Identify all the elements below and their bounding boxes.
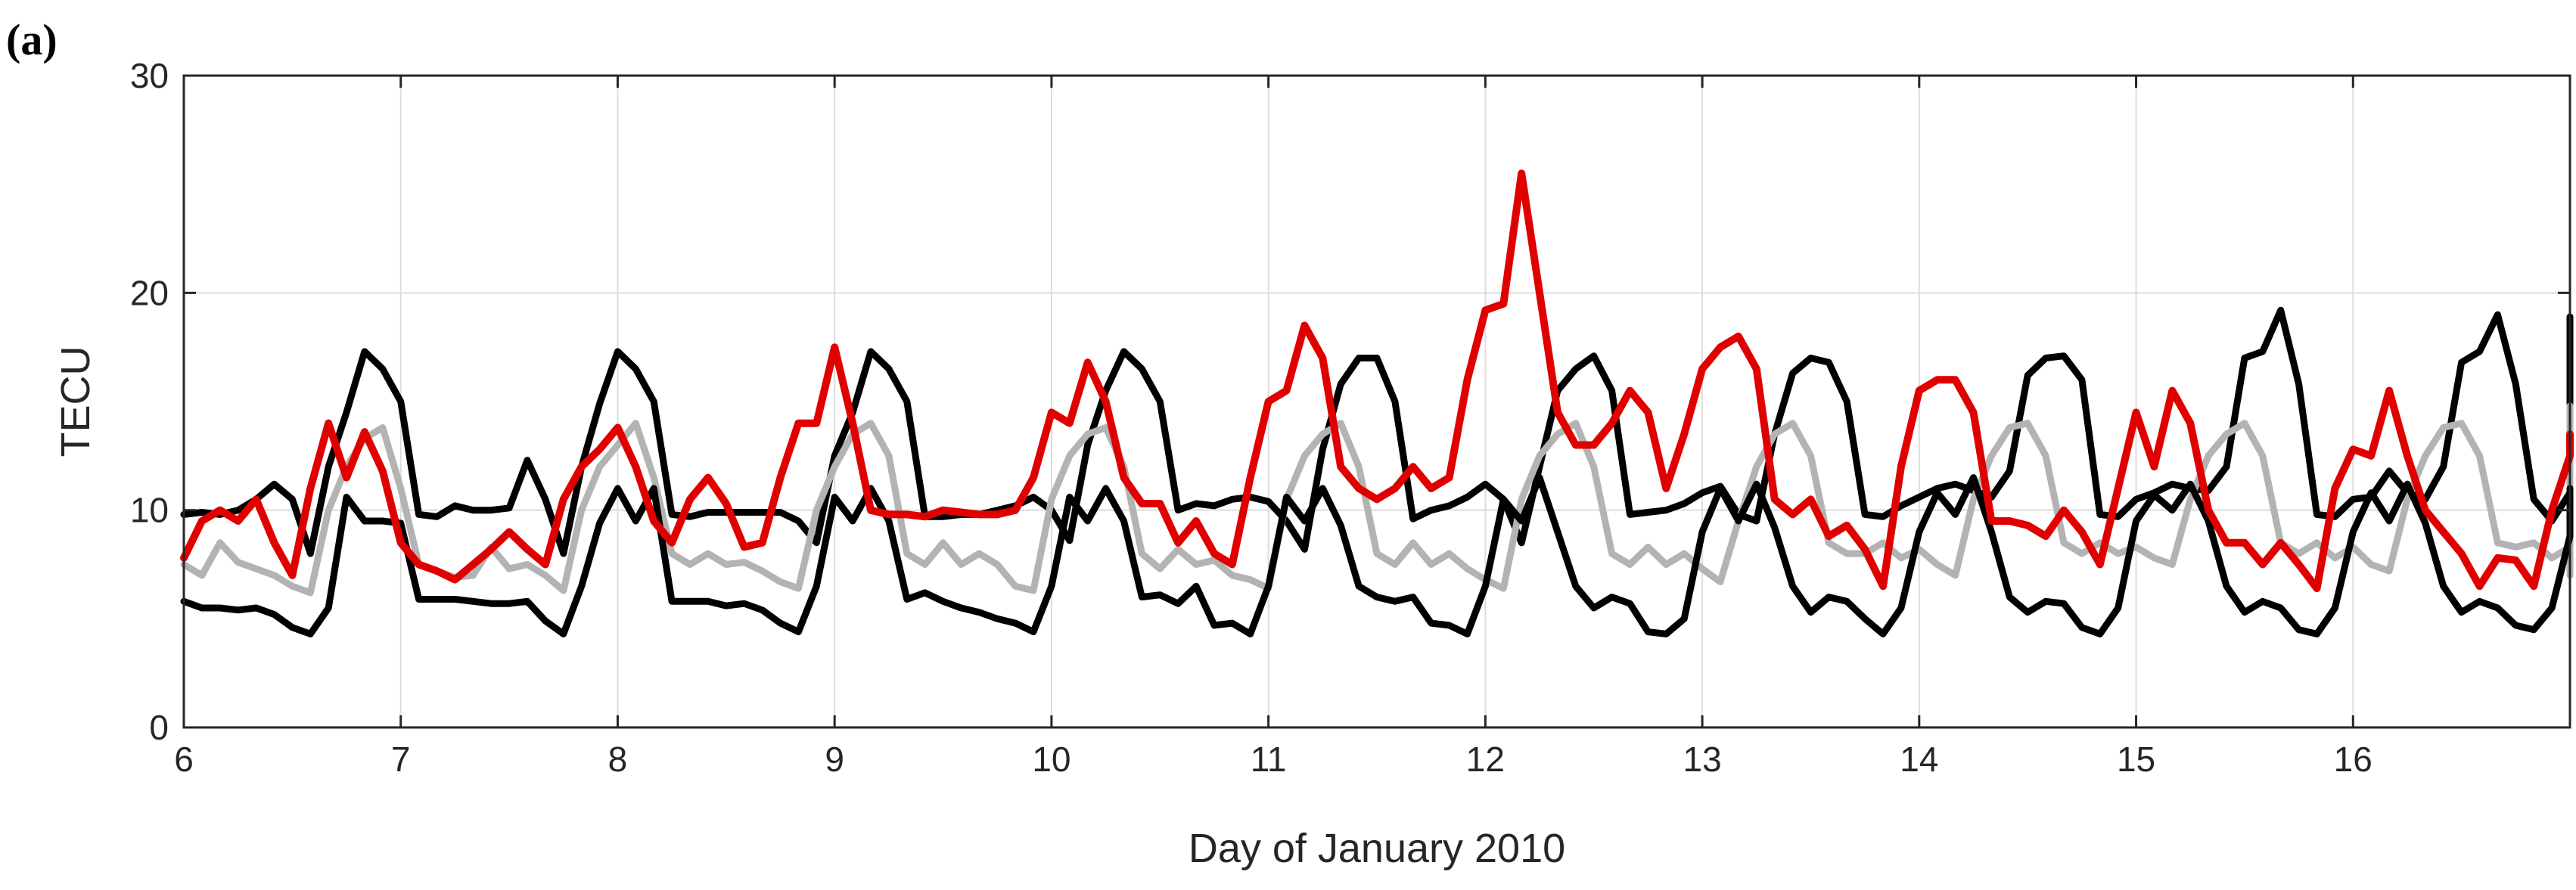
x-tick-label: 7: [391, 740, 411, 779]
x-axis-label: Day of January 2010: [1189, 826, 1565, 871]
x-tick-labels: 6 7 8 9 10 11 12 13 14 15 16: [174, 740, 2372, 779]
series-line-median: [180, 402, 2574, 597]
x-tick-label: 14: [1900, 740, 1938, 779]
axes-frame: [182, 74, 2571, 729]
series-line-upper-bound: [180, 306, 2574, 557]
series-line-lower-bound: [180, 474, 2574, 637]
y-tick-label: 30: [130, 56, 169, 95]
y-tick-label: 10: [130, 491, 169, 530]
series-group: [180, 169, 2574, 637]
x-tick-label: 6: [174, 740, 194, 779]
y-tick-label: 20: [130, 273, 169, 312]
x-tick-label: 15: [2117, 740, 2155, 779]
x-tick-label: 8: [608, 740, 628, 779]
x-tick-label: 9: [825, 740, 844, 779]
x-tick-label: 11: [1251, 740, 1287, 779]
x-tick-label: 16: [2334, 740, 2372, 779]
series-line-observed: [180, 169, 2574, 593]
tick-marks: [182, 74, 2570, 729]
x-tick-label: 13: [1683, 740, 1722, 779]
y-tick-label: 0: [149, 708, 169, 747]
panel-label: (a): [6, 15, 57, 64]
y-tick-labels: 0 10 20 30: [130, 56, 169, 747]
x-tick-label: 12: [1466, 740, 1505, 779]
x-tick-label: 10: [1032, 740, 1070, 779]
y-axis-label: TECU: [53, 346, 98, 457]
